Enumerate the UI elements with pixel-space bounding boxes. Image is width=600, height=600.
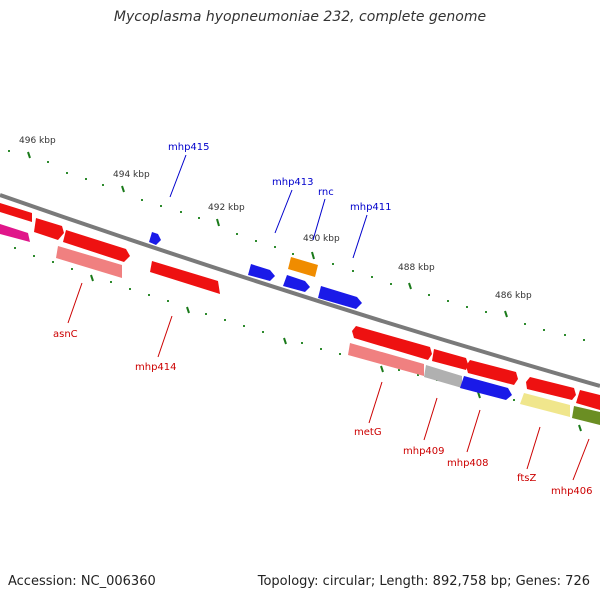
gene-label-mhp411: mhp411 — [350, 202, 392, 213]
label-leader — [67, 282, 83, 324]
map-title: Mycoplasma hyopneumoniae 232, complete g… — [113, 9, 487, 25]
gene-feature[interactable] — [63, 230, 130, 262]
tick-dots-outer — [8, 150, 585, 341]
label-leader — [157, 315, 173, 358]
label-leader — [466, 409, 481, 453]
gene-label-mhp409: mhp409 — [403, 446, 445, 457]
genome-summary-text: Topology: circular; Length: 892,758 bp; … — [257, 574, 590, 589]
gene-feature[interactable] — [352, 326, 432, 360]
gene-feature[interactable] — [0, 203, 32, 222]
gene-label-mhp406: mhp406 — [551, 486, 593, 497]
gene-feature[interactable] — [526, 377, 576, 400]
genome-backbone — [0, 193, 600, 388]
forward-genes — [0, 203, 600, 410]
gene-label-ftsZ: ftsZ — [517, 473, 536, 484]
gene-feature[interactable] — [576, 390, 600, 410]
gene-feature[interactable] — [466, 360, 518, 385]
gene-feature[interactable] — [248, 264, 275, 281]
label-leader — [423, 397, 438, 441]
label-leader — [274, 189, 293, 234]
gene-feature[interactable] — [0, 224, 30, 242]
gene-feature[interactable] — [572, 406, 600, 425]
tick-marks-inner — [90, 274, 582, 432]
label-leader — [169, 154, 187, 198]
label-leader — [352, 214, 368, 259]
gene-label-mhp415: mhp415 — [168, 142, 210, 153]
label-leader — [312, 198, 326, 241]
accession-text: Accession: NC_006360 — [8, 574, 156, 589]
tick-label: 490 kbp — [303, 234, 340, 244]
label-leader — [572, 438, 590, 481]
gene-feature[interactable] — [424, 365, 462, 388]
gene-feature[interactable] — [318, 286, 362, 309]
tick-label: 486 kbp — [495, 291, 532, 301]
gene-feature[interactable] — [520, 393, 570, 417]
gene-feature[interactable] — [34, 218, 64, 240]
gene-label-asnC: asnC — [53, 329, 78, 340]
gene-feature[interactable] — [288, 257, 318, 277]
tick-label: 494 kbp — [113, 170, 150, 180]
gene-feature[interactable] — [150, 261, 220, 294]
label-leader — [368, 381, 383, 424]
tick-label: 496 kbp — [19, 136, 56, 146]
gene-label-mhp408: mhp408 — [447, 458, 489, 469]
label-leader — [526, 426, 541, 470]
gene-label-mhp413: mhp413 — [272, 177, 314, 188]
gene-feature[interactable] — [56, 246, 122, 278]
gene-feature[interactable] — [460, 376, 512, 400]
gene-feature[interactable] — [432, 349, 468, 370]
gene-label-metG: metG — [354, 427, 382, 438]
gene-feature[interactable] — [348, 343, 424, 376]
gene-label-mhp414: mhp414 — [135, 362, 177, 373]
tick-marks-outer — [27, 151, 508, 318]
tick-label: 488 kbp — [398, 263, 435, 273]
gene-feature[interactable] — [283, 275, 310, 292]
tick-label: 492 kbp — [208, 203, 245, 213]
gene-feature[interactable] — [149, 232, 161, 245]
gene-label-rnc: rnc — [318, 187, 334, 198]
